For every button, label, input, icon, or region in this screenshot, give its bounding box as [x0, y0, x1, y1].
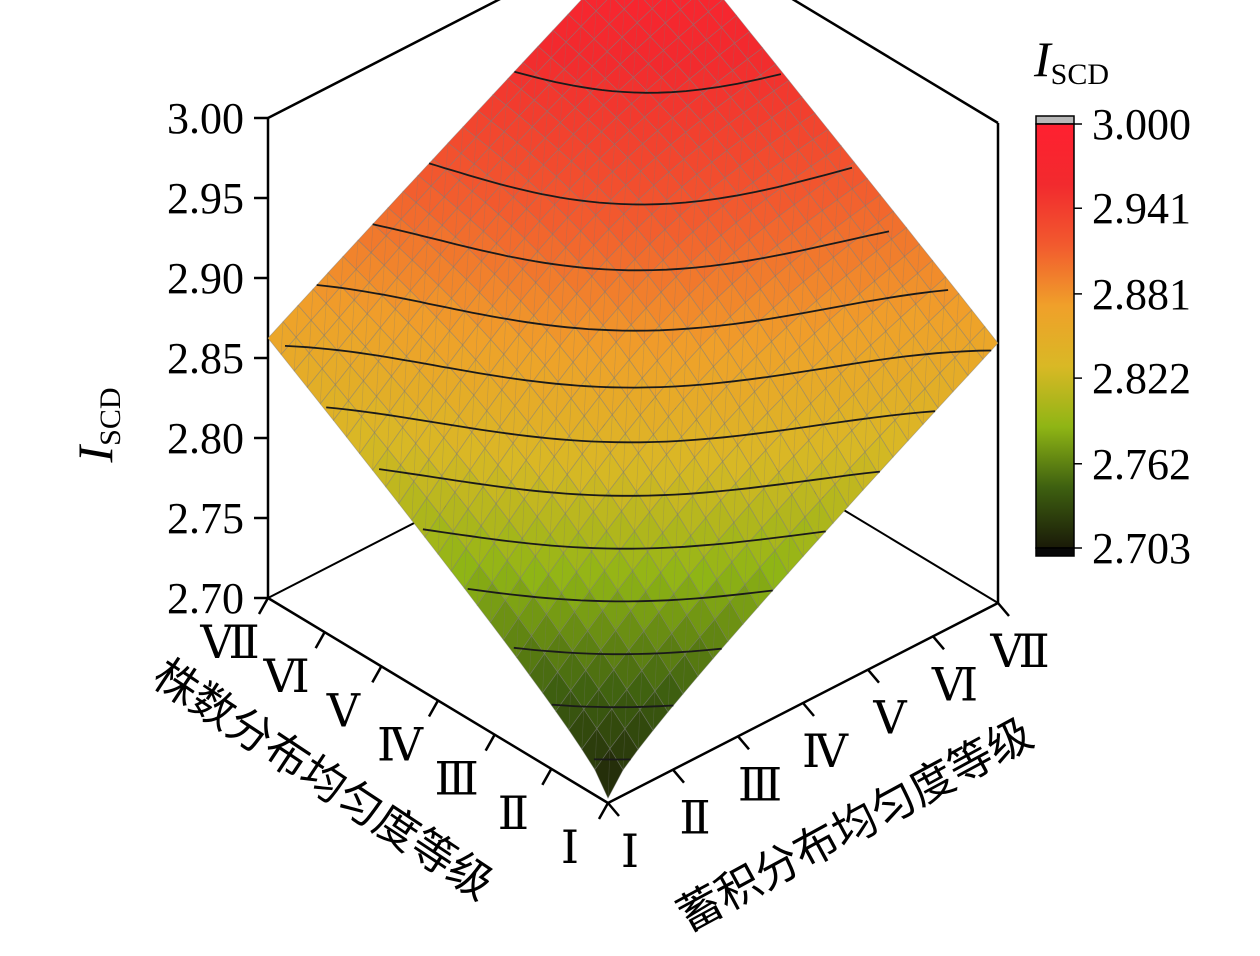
- y-tick-label: Ⅳ: [802, 726, 849, 777]
- x-tick-label: Ⅲ: [434, 754, 478, 805]
- y-tick-mark: [998, 603, 1009, 616]
- x-tick-mark: [316, 632, 325, 648]
- z-tick-label: 2.70: [167, 574, 244, 623]
- y-tick-label: Ⅰ: [621, 826, 639, 877]
- x-tick-mark: [259, 598, 268, 614]
- y-tick-mark: [868, 670, 879, 683]
- y-tick-label: Ⅵ: [931, 659, 978, 710]
- colorbar-title: ISCD: [1033, 31, 1109, 91]
- x-tick-label: Ⅳ: [377, 720, 424, 771]
- z-tick-label: 2.90: [167, 254, 244, 303]
- colorbar-tick-label: 2.822: [1092, 354, 1191, 403]
- x-tick-mark: [372, 666, 381, 682]
- x-tick-mark: [599, 803, 608, 819]
- surface-mesh: [268, 0, 998, 798]
- z-tick-label: 2.75: [167, 494, 244, 543]
- colorbar-tick-label: 3.000: [1092, 100, 1191, 149]
- z-tick-label: 2.95: [167, 174, 244, 223]
- z-axis-title: ISCD: [67, 387, 127, 463]
- colorbar-bottom-cap: [1036, 548, 1074, 556]
- colorbar-top-cap: [1036, 116, 1074, 124]
- y-tick-mark: [738, 736, 749, 749]
- y-tick-mark: [933, 636, 944, 649]
- colorbar: ISCD 3.000 2.941 2.881 2.822 2.762 2.703: [1033, 31, 1191, 573]
- colorbar-ticks: 3.000 2.941 2.881 2.822 2.762 2.703: [1074, 100, 1191, 573]
- x-tick-label: Ⅱ: [498, 788, 529, 839]
- x-tick-label: Ⅶ: [199, 617, 259, 668]
- colorbar-bar: [1036, 124, 1074, 548]
- colorbar-tick-label: 2.941: [1092, 184, 1191, 233]
- x-tick-label: Ⅵ: [263, 651, 310, 702]
- x-tick-mark: [542, 769, 551, 785]
- y-tick-label: Ⅲ: [738, 759, 782, 810]
- y-tick-mark: [608, 803, 619, 816]
- z-axis-title-sub: SCD: [94, 387, 127, 445]
- x-tick-mark: [486, 735, 495, 751]
- y-tick-label: Ⅴ: [872, 693, 907, 744]
- x-tick-label: Ⅰ: [561, 822, 579, 873]
- colorbar-tick-label: 2.762: [1092, 440, 1191, 489]
- y-tick-mark: [673, 770, 684, 783]
- colorbar-title-sub: SCD: [1051, 58, 1109, 91]
- x-tick-mark: [429, 701, 438, 717]
- x-tick-label: Ⅴ: [326, 685, 361, 736]
- z-tick-label: 2.80: [167, 414, 244, 463]
- y-tick-mark: [803, 703, 814, 716]
- z-axis-ticks: 3.00 2.95 2.90 2.85 2.80 2.75 2.70: [167, 94, 268, 623]
- y-tick-label: Ⅱ: [679, 793, 710, 844]
- z-tick-label: 3.00: [167, 94, 244, 143]
- y-tick-label: Ⅶ: [989, 626, 1049, 677]
- colorbar-tick-label: 2.703: [1092, 524, 1191, 573]
- colorbar-tick-label: 2.881: [1092, 270, 1191, 319]
- z-tick-label: 2.85: [167, 334, 244, 383]
